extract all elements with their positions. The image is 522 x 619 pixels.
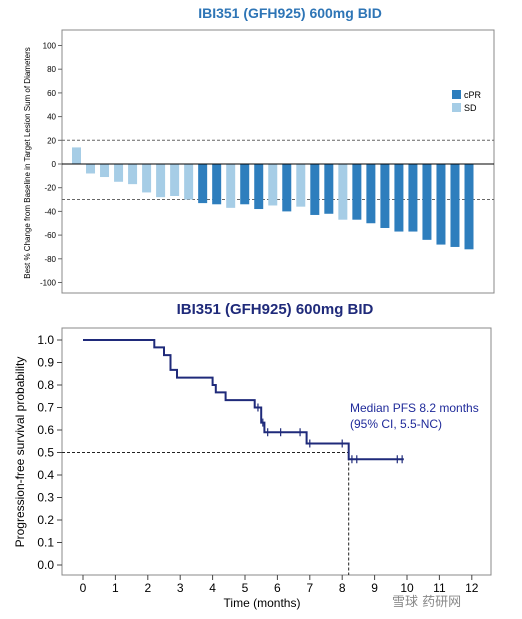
km-plot-frame — [61, 327, 492, 576]
waterfall-bar — [296, 164, 306, 207]
km-x-tick-label: 11 — [433, 581, 446, 595]
waterfall-bar — [436, 164, 446, 245]
waterfall-bar — [86, 164, 96, 174]
waterfall-y-label: Best % Change from Baseline in Target Le… — [23, 47, 32, 279]
km-y-tick-label: 0.6 — [37, 423, 54, 437]
waterfall-bar — [198, 164, 208, 204]
waterfall-bar — [72, 147, 81, 164]
waterfall-bar — [226, 164, 236, 208]
waterfall-reference-lines — [62, 139, 494, 201]
km-y-tick-label: 0.1 — [37, 536, 54, 550]
km-x-tick-label: 3 — [177, 581, 184, 595]
waterfall-bar — [282, 164, 292, 212]
km-x-tick-label: 10 — [400, 581, 414, 595]
waterfall-bar — [394, 164, 404, 232]
km-y-tick-label: 0.9 — [37, 356, 54, 370]
km-x-tick-label: 4 — [209, 581, 216, 595]
km-x-tick-label: 1 — [112, 581, 119, 595]
waterfall-y-tick-label: -20 — [44, 184, 56, 193]
waterfall-bar — [254, 164, 264, 210]
km-x-label: Time (months) — [224, 596, 301, 610]
waterfall-bar — [464, 164, 474, 250]
waterfall-y-tick-label: -60 — [44, 231, 56, 240]
waterfall-bar — [324, 164, 334, 214]
waterfall-bar — [156, 164, 166, 198]
waterfall-y-tick-label: -100 — [40, 279, 57, 288]
km-x-tick-label: 6 — [274, 581, 281, 595]
watermark: 雪球 药研网 — [392, 595, 461, 610]
waterfall-bar — [268, 164, 278, 206]
waterfall-bar — [422, 164, 432, 240]
km-x-tick-label: 0 — [80, 581, 87, 595]
legend-swatch-cpr — [452, 90, 461, 99]
waterfall-bar — [142, 164, 152, 193]
km-x-tick-label: 12 — [465, 581, 479, 595]
waterfall-bar — [240, 164, 250, 205]
km-y-axis: 1.0 0.9 0.8 0.7 0.6 0.5 0.4 0.3 0.2 0.1 0.0 — [37, 333, 62, 572]
waterfall-bar — [408, 164, 418, 232]
waterfall-bars — [72, 147, 474, 250]
km-censor-marks — [257, 403, 403, 464]
km-median-lines — [62, 452, 350, 575]
waterfall-y-tick-label: 80 — [47, 65, 56, 74]
waterfall-y-tick-label: 0 — [52, 160, 57, 169]
waterfall-y-axis: 100 80 60 40 20 0 -20 -40 -60 -80 -100 — [40, 42, 62, 288]
km-x-tick-label: 5 — [242, 581, 249, 595]
km-x-tick-label: 2 — [144, 581, 151, 595]
km-y-tick-label: 1.0 — [37, 333, 54, 347]
km-y-tick-label: 0.4 — [37, 468, 54, 482]
waterfall-plot-frame — [61, 29, 495, 294]
legend-label-cpr: cPR — [464, 90, 482, 100]
waterfall-bar — [114, 164, 124, 182]
km-x-tick-label: 9 — [371, 581, 378, 595]
km-y-tick-label: 0.7 — [37, 401, 54, 415]
waterfall-legend: cPR SD — [452, 90, 482, 113]
km-x-tick-label: 8 — [339, 581, 346, 595]
km-y-tick-label: 0.2 — [37, 513, 54, 527]
waterfall-bar — [366, 164, 376, 224]
waterfall-bar — [310, 164, 320, 215]
km-y-tick-label: 0.0 — [37, 558, 54, 572]
km-y-tick-label: 0.8 — [37, 378, 54, 392]
waterfall-bar — [338, 164, 348, 220]
km-y-tick-label: 0.3 — [37, 491, 54, 505]
km-y-tick-label: 0.5 — [37, 446, 54, 460]
km-survival-curve — [83, 339, 404, 461]
waterfall-bar — [212, 164, 222, 205]
waterfall-bar — [352, 164, 362, 220]
km-annotation-line1: Median PFS 8.2 months — [350, 401, 479, 415]
km-title: IBI351 (GFH925) 600mg BID — [177, 301, 374, 318]
km-x-axis: 0 1 2 3 4 5 6 7 8 9 10 11 12 — [80, 575, 479, 595]
km-x-tick-label: 7 — [306, 581, 313, 595]
waterfall-bar — [170, 164, 180, 196]
waterfall-bar — [128, 164, 138, 185]
waterfall-y-tick-label: 60 — [47, 89, 56, 98]
waterfall-y-tick-label: -80 — [44, 255, 56, 264]
legend-label-sd: SD — [464, 103, 477, 113]
km-annotation-line2: (95% CI, 5.5-NC) — [350, 417, 442, 431]
waterfall-bar — [184, 164, 194, 200]
waterfall-y-tick-label: 100 — [43, 42, 57, 51]
waterfall-bar — [100, 164, 110, 178]
waterfall-y-tick-label: -40 — [44, 207, 56, 216]
km-y-label: Progression-free survival probability — [13, 357, 27, 548]
waterfall-title: IBI351 (GFH925) 600mg BID — [198, 5, 382, 21]
waterfall-bar — [380, 164, 390, 228]
waterfall-y-tick-label: 40 — [47, 113, 56, 122]
legend-swatch-sd — [452, 103, 461, 112]
waterfall-bar — [450, 164, 460, 247]
waterfall-y-tick-label: 20 — [47, 136, 56, 145]
